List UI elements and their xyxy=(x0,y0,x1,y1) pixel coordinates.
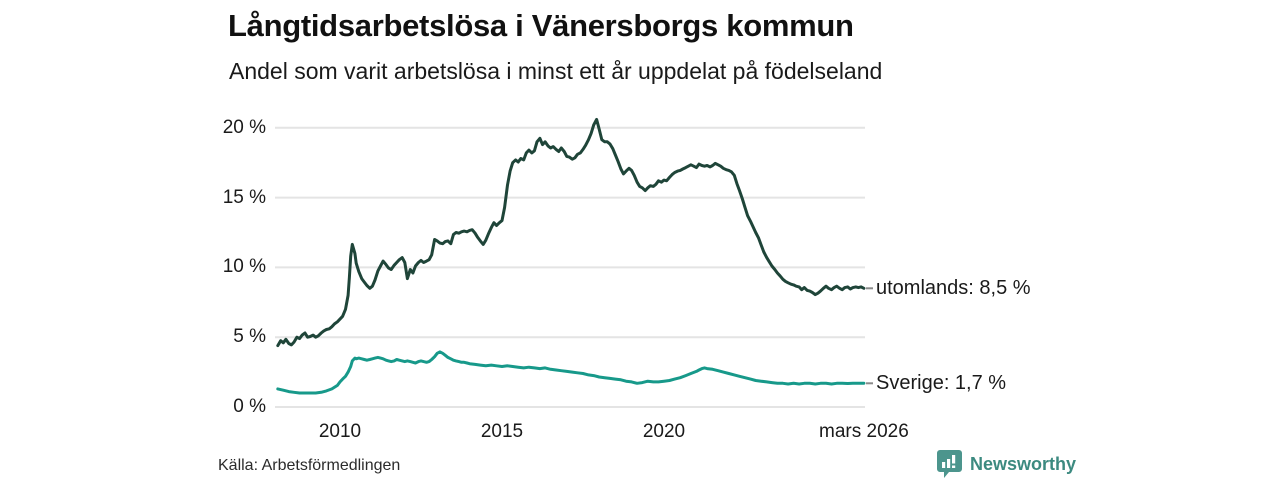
bar-chart-speech-bubble-icon xyxy=(936,449,963,479)
y-tick-label: 10 % xyxy=(222,256,266,278)
chart-subtitle: Andel som varit arbetslösa i minst ett å… xyxy=(229,58,883,84)
chart-title: Långtidsarbetslösa i Vänersborgs kommun xyxy=(228,8,854,43)
series-label-utomlands: utomlands: 8,5 % xyxy=(876,277,1031,300)
y-tick-label: 0 % xyxy=(233,396,266,417)
source-note: Källa: Arbetsförmedlingen xyxy=(218,457,401,474)
series-line-utomlands xyxy=(276,117,866,348)
x-tick-label: 2010 xyxy=(318,421,362,442)
series-line-Sverige xyxy=(276,350,866,395)
y-tick-label: 15 % xyxy=(222,186,266,208)
newsworthy-logo: Newsworthy xyxy=(936,449,1076,479)
x-tick-label: 2015 xyxy=(480,421,524,442)
y-tick-label: 20 % xyxy=(222,116,266,138)
newsworthy-logo-text: Newsworthy xyxy=(970,453,1077,474)
x-tick-label: 2020 xyxy=(642,421,686,442)
series-label-sverige: Sverige: 1,7 % xyxy=(876,372,1007,395)
x-tick-label: mars 2026 xyxy=(819,421,909,442)
y-tick-label: 5 % xyxy=(233,326,266,348)
